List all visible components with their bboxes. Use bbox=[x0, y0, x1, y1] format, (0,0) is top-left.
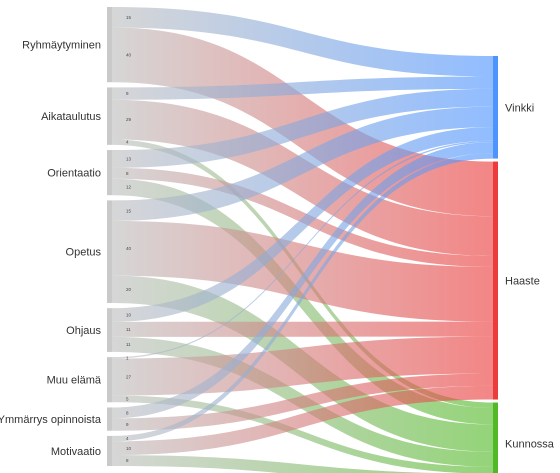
link-value-orientaatio-vinkki: 13 bbox=[126, 157, 132, 162]
link-value-orientaatio-kunnossa: 12 bbox=[126, 185, 132, 190]
link-value-aikataulutus-kunnossa: 4 bbox=[126, 140, 129, 145]
link-ryhmaytyminen-vinkki[interactable] bbox=[112, 7, 493, 77]
link-opetus-vinkki[interactable] bbox=[112, 106, 493, 221]
target-nodes bbox=[493, 56, 498, 473]
source-label-aikataulutus: Aikataulutus bbox=[41, 111, 101, 123]
link-value-opetus-kunnossa: 20 bbox=[126, 287, 132, 292]
sankey-links bbox=[112, 7, 493, 473]
link-value-muu_elama-kunnossa: 5 bbox=[126, 396, 129, 401]
target-label-haaste: Haaste bbox=[505, 276, 540, 288]
source-label-motivaatio: Motivaatio bbox=[51, 446, 101, 458]
link-value-motivaatio-haaste: 10 bbox=[126, 446, 132, 451]
source-labels: Ryhmäytyminen Aikataulutus Orientaatio Opet… bbox=[0, 40, 102, 458]
link-motivaatio-vinkki[interactable] bbox=[112, 153, 493, 442]
target-label-vinkki: Vinkki bbox=[505, 102, 534, 114]
link-value-aikataulutus-vinkki: 9 bbox=[126, 91, 129, 96]
source-label-ohjaus: Ohjaus bbox=[66, 325, 101, 337]
link-aikataulutus-haaste[interactable] bbox=[112, 99, 493, 256]
link-value-ohjaus-haaste: 11 bbox=[126, 327, 131, 332]
source-label-orientaatio: Orientaatio bbox=[47, 168, 101, 180]
link-value-ohjaus-vinkki: 10 bbox=[126, 313, 132, 318]
source-label-muu_elama: Muu elämä bbox=[47, 375, 102, 387]
source-label-ryhmaytyminen: Ryhmäytyminen bbox=[22, 40, 101, 52]
link-value-ohjaus-kunnossa: 11 bbox=[126, 342, 131, 347]
link-value-orientaatio-haaste: 8 bbox=[126, 171, 129, 176]
link-value-opetus-vinkki: 15 bbox=[126, 208, 132, 213]
source-node-ryhmaytyminen[interactable] bbox=[107, 7, 112, 83]
link-ohjaus-vinkki[interactable] bbox=[112, 127, 493, 322]
source-nodes bbox=[107, 7, 112, 466]
link-value-muu_elama-vinkki: 1 bbox=[126, 355, 129, 360]
source-node-orientaatio[interactable] bbox=[107, 150, 112, 196]
source-node-ohjaus[interactable] bbox=[107, 308, 112, 352]
source-label-opetus: Opetus bbox=[66, 247, 102, 259]
link-value-aikataulutus-haaste: 29 bbox=[126, 117, 132, 122]
source-node-opetus[interactable] bbox=[107, 200, 112, 303]
link-value-muu_elama-haaste: 27 bbox=[126, 375, 132, 380]
target-label-kunnossa: Kunnossa bbox=[505, 439, 555, 451]
link-value-ymmarrys-vinkki: 8 bbox=[126, 411, 129, 416]
source-node-aikataulutus[interactable] bbox=[107, 87, 112, 145]
link-muu_elama-kunnossa[interactable] bbox=[112, 395, 493, 473]
link-value-ryhmaytyminen-haaste: 40 bbox=[126, 52, 132, 57]
link-muu_elama-vinkki[interactable] bbox=[112, 140, 493, 359]
link-orientaatio-haaste[interactable] bbox=[112, 167, 493, 267]
link-ymmarrys-vinkki[interactable] bbox=[112, 142, 493, 419]
link-value-ryhmaytyminen-vinkki: 15 bbox=[126, 15, 132, 20]
source-node-ymmarrys[interactable] bbox=[107, 407, 112, 431]
source-label-ymmarrys: Ymmärrys opinnoista bbox=[0, 414, 102, 426]
link-motivaatio-kunnossa[interactable] bbox=[112, 455, 493, 473]
link-ohjaus-haaste[interactable] bbox=[112, 321, 493, 337]
link-ymmarrys-haaste[interactable] bbox=[112, 373, 493, 431]
source-node-motivaatio[interactable] bbox=[107, 435, 112, 466]
link-value-motivaatio-vinkki: 4 bbox=[126, 436, 129, 441]
link-aikataulutus-vinkki[interactable] bbox=[112, 76, 493, 100]
link-orientaatio-vinkki[interactable] bbox=[112, 88, 493, 168]
target-node-kunnossa[interactable] bbox=[493, 402, 498, 473]
link-value-ymmarrys-haaste: 9 bbox=[126, 422, 129, 427]
link-motivaatio-haaste[interactable] bbox=[112, 385, 493, 456]
link-value-motivaatio-kunnossa: 8 bbox=[126, 458, 129, 463]
link-value-opetus-haaste: 40 bbox=[126, 246, 132, 251]
target-node-haaste[interactable] bbox=[493, 161, 498, 400]
source-node-muu_elama[interactable] bbox=[107, 357, 112, 403]
target-labels: Vinkki Haaste Kunnossa bbox=[505, 102, 555, 450]
link-orientaatio-kunnossa[interactable] bbox=[112, 178, 493, 425]
link-opetus-haaste[interactable] bbox=[112, 220, 493, 322]
target-node-vinkki[interactable] bbox=[493, 56, 498, 159]
